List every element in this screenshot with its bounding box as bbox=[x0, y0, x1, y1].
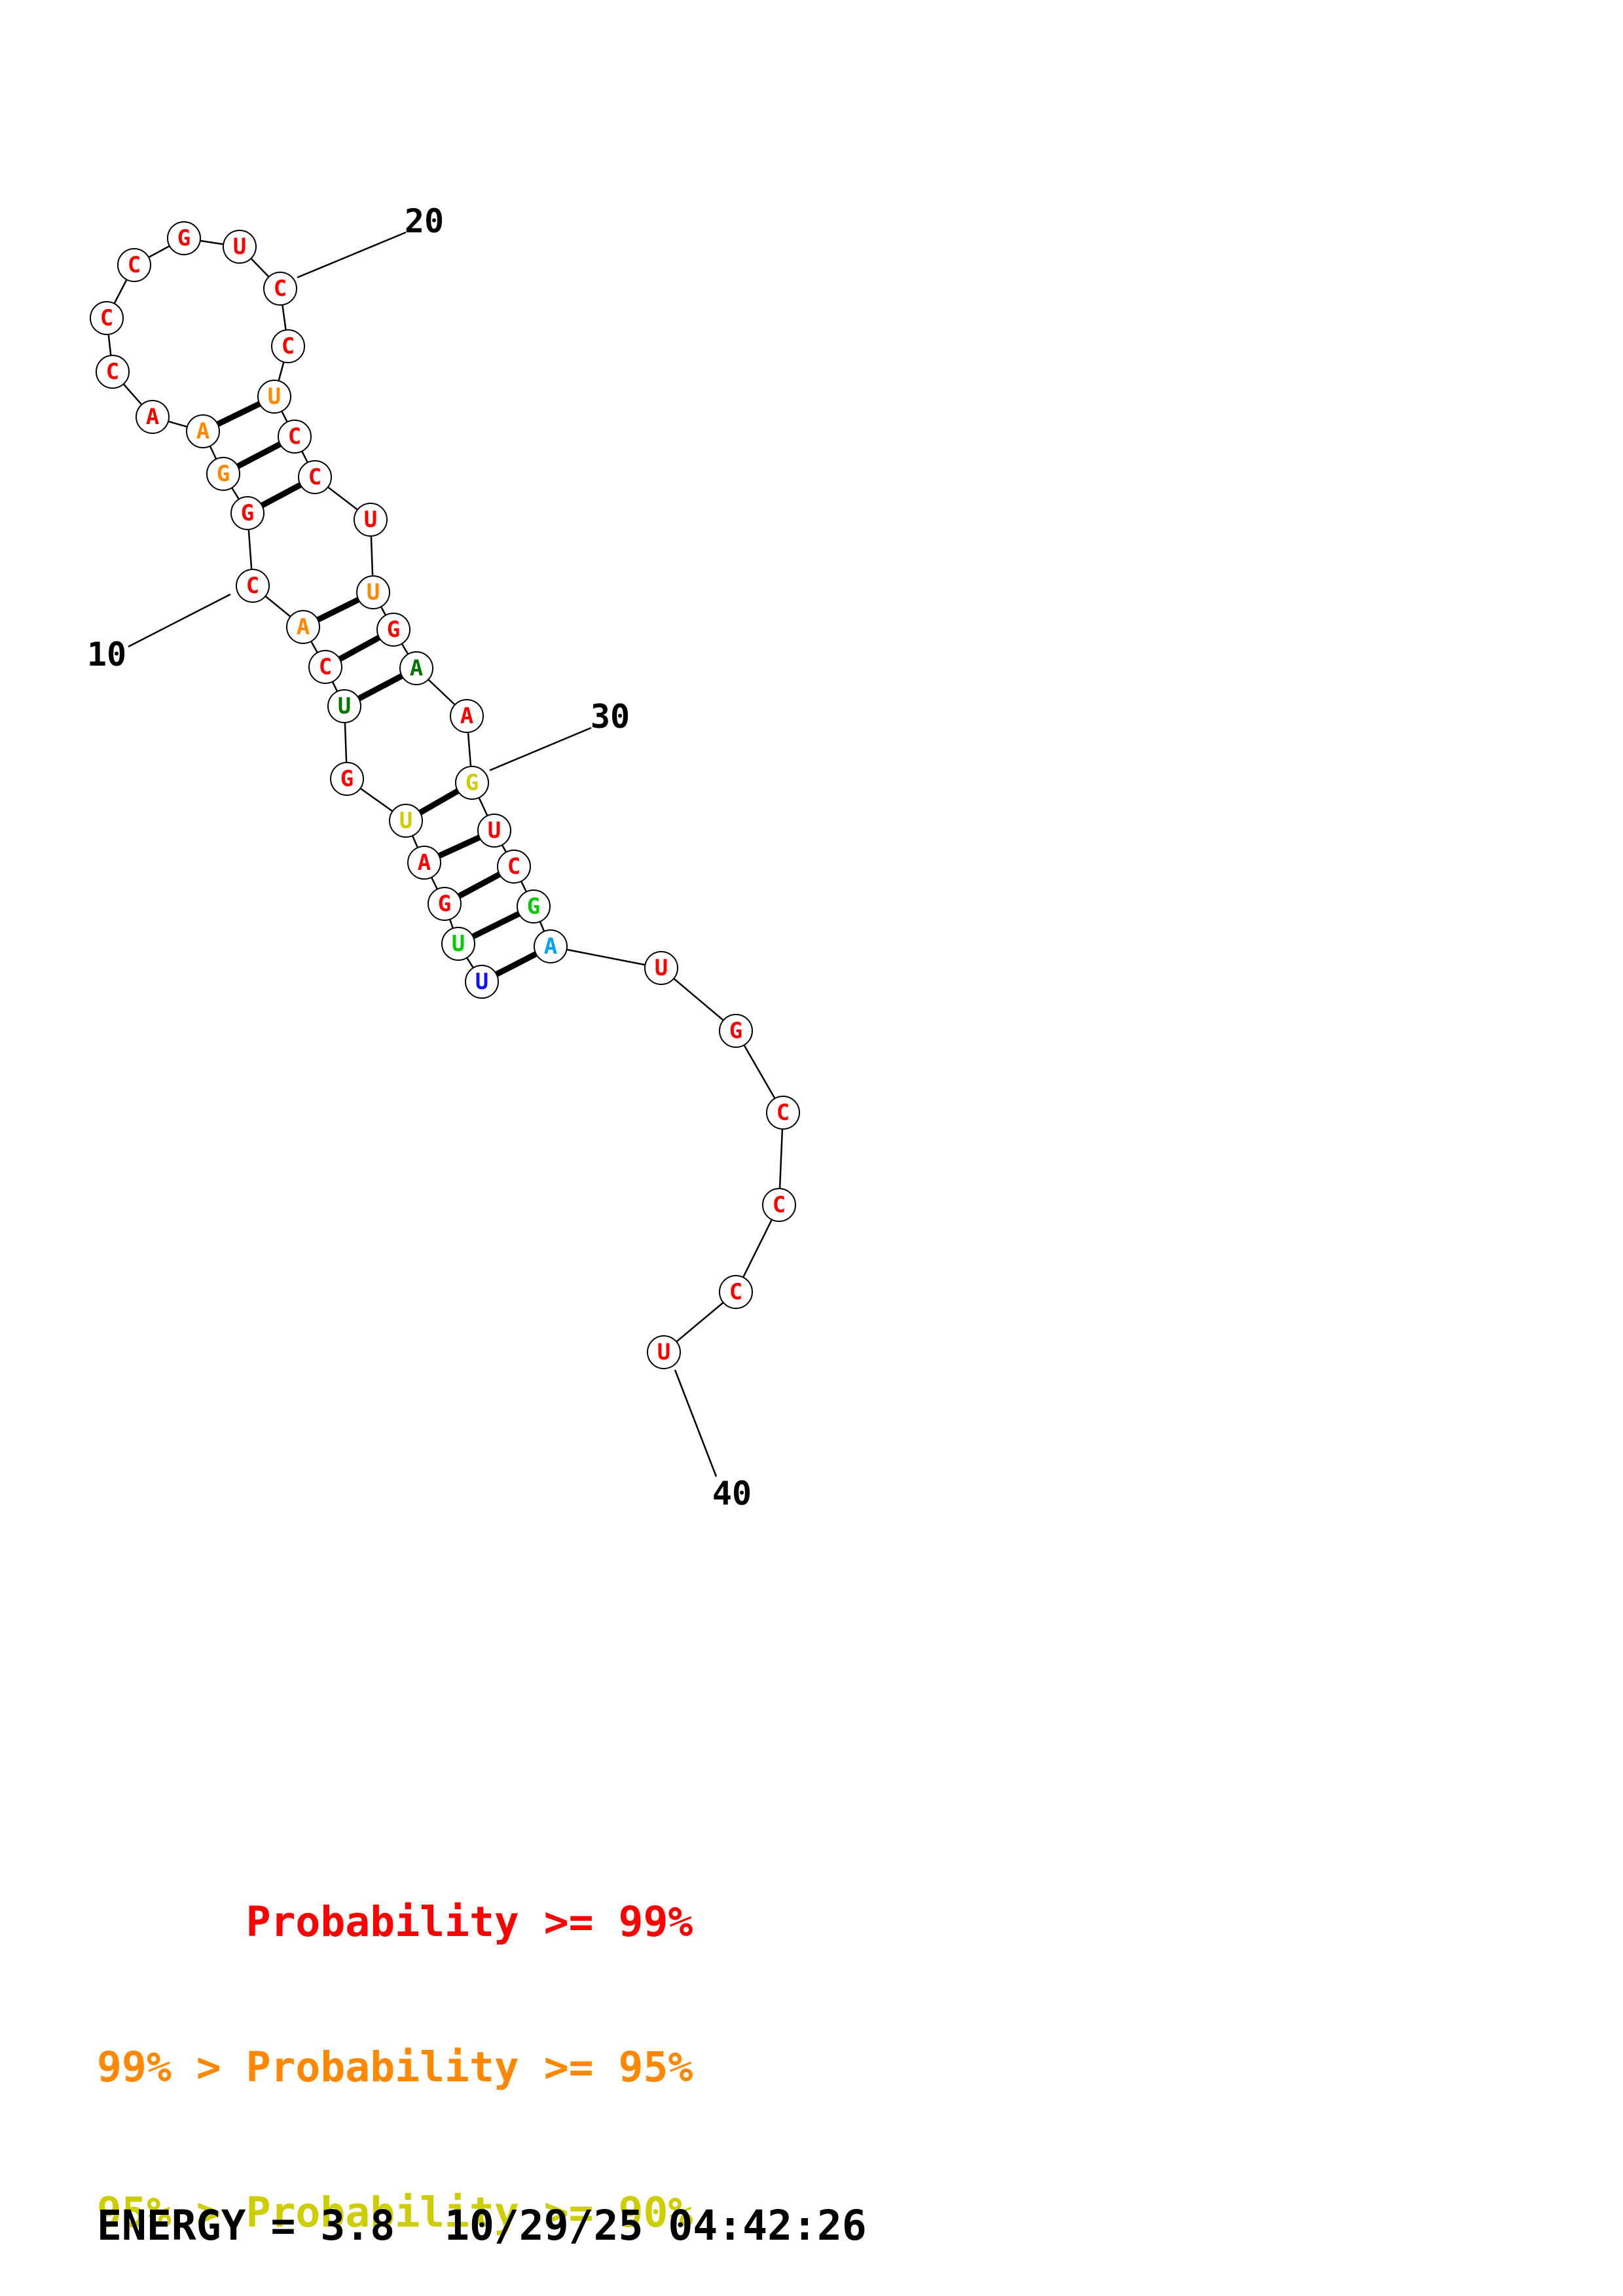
nucleotide-letter: G bbox=[387, 617, 400, 643]
nucleotide-letter: A bbox=[146, 404, 159, 430]
nucleotide-circle bbox=[517, 889, 551, 924]
nucleotide-letter: U bbox=[657, 1339, 670, 1365]
nucleotide-circle bbox=[766, 1096, 800, 1130]
nucleotide-letter: G bbox=[241, 500, 254, 526]
nucleotide-circle bbox=[286, 610, 320, 644]
nucleotide-letter: C bbox=[282, 333, 295, 359]
nucleotide-letter: U bbox=[364, 507, 377, 533]
nucleotide-circle bbox=[455, 766, 489, 800]
nucleotide-circle bbox=[206, 457, 240, 491]
nucleotide-letter: C bbox=[507, 853, 520, 880]
nucleotide-circle bbox=[376, 613, 410, 647]
nucleotide-circle bbox=[136, 400, 170, 434]
nucleotide-letter: G bbox=[438, 891, 451, 917]
nucleotide-circle bbox=[441, 927, 475, 961]
nucleotide-letter: G bbox=[729, 1018, 742, 1044]
nucleotide-circle bbox=[497, 850, 531, 884]
nucleotide-letter: A bbox=[410, 655, 423, 681]
sequence-number-label: 10 bbox=[87, 636, 126, 673]
legend-line: 95% > Probability >= 90% bbox=[97, 2189, 693, 2236]
backbone-segment bbox=[550, 945, 662, 969]
nucleotide-circle bbox=[327, 689, 361, 723]
nucleotide-letter: C bbox=[106, 359, 119, 385]
sequence-number-label: 40 bbox=[712, 1475, 752, 1513]
sequence-number-label: 20 bbox=[405, 202, 444, 240]
nucleotide-letter: U bbox=[399, 808, 412, 834]
nucleotide-circle bbox=[90, 301, 124, 335]
nucleotide-circle bbox=[330, 762, 364, 796]
nucleotide-circle bbox=[647, 1335, 681, 1369]
nucleotide-letter: C bbox=[274, 276, 287, 302]
legend-line: Probability >= 99% bbox=[97, 1898, 693, 1946]
nucleotide-circle bbox=[719, 1275, 753, 1309]
nucleotide-letter: U bbox=[233, 234, 246, 260]
nucleotide-circle bbox=[399, 651, 433, 685]
nucleotide-circle bbox=[477, 814, 511, 848]
nucleotide-circle bbox=[223, 230, 257, 264]
nucleotide-letter: C bbox=[776, 1100, 790, 1126]
nucleotide-letter: C bbox=[308, 464, 321, 490]
nucleotide-letter: G bbox=[340, 766, 354, 792]
nucleotide-circle bbox=[354, 503, 388, 537]
nucleotide-circle bbox=[278, 420, 312, 454]
nucleotide-letter: U bbox=[338, 693, 351, 719]
nucleotide-letter: A bbox=[196, 418, 210, 444]
label-leader-line bbox=[674, 1369, 718, 1477]
nucleotide-letter: U bbox=[367, 579, 380, 605]
nucleotide-circle bbox=[298, 460, 332, 494]
label-leader-line bbox=[489, 726, 592, 772]
nucleotide-letter: C bbox=[773, 1192, 786, 1218]
nucleotide-letter: G bbox=[217, 461, 230, 487]
nucleotide-circle bbox=[465, 965, 499, 999]
nucleotide-letter: A bbox=[460, 703, 473, 729]
legend-line: 99% > Probability >= 95% bbox=[97, 2043, 693, 2091]
nucleotide-letter: U bbox=[475, 969, 488, 995]
nucleotide-circle bbox=[271, 329, 305, 363]
nucleotide-circle bbox=[719, 1014, 753, 1048]
nucleotide-circle bbox=[257, 380, 291, 414]
nucleotide-letter: A bbox=[544, 933, 557, 960]
nucleotide-letter: U bbox=[655, 955, 668, 981]
label-leader-line bbox=[297, 231, 407, 279]
label-leader-line bbox=[128, 593, 231, 648]
nucleotide-letter: C bbox=[246, 573, 259, 599]
nucleotide-circle bbox=[263, 272, 297, 306]
nucleotide-letter: C bbox=[319, 654, 332, 680]
nucleotide-circle bbox=[762, 1188, 796, 1222]
nucleotide-circle bbox=[230, 496, 264, 530]
nucleotide-letter: A bbox=[297, 614, 310, 640]
nucleotide-letter: G bbox=[465, 770, 479, 796]
nucleotide-circle bbox=[450, 699, 484, 733]
nucleotide-letter: U bbox=[488, 817, 501, 844]
nucleotide-circle bbox=[186, 414, 220, 448]
nucleotide-letter: C bbox=[729, 1279, 742, 1305]
nucleotide-circle bbox=[117, 248, 151, 282]
nucleotide-letter: C bbox=[100, 305, 113, 331]
nucleotide-circle bbox=[644, 951, 678, 985]
nucleotide-circle bbox=[407, 846, 441, 880]
nucleotide-circle bbox=[428, 887, 462, 921]
nucleotide-circle bbox=[389, 804, 423, 838]
nucleotide-letter: U bbox=[268, 384, 281, 410]
nucleotide-letter: C bbox=[288, 423, 301, 450]
nucleotide-letter: C bbox=[128, 252, 141, 278]
nucleotide-letter: G bbox=[177, 225, 191, 251]
nucleotide-circle bbox=[308, 650, 342, 684]
nucleotide-circle bbox=[356, 575, 390, 609]
nucleotide-letter: A bbox=[418, 850, 431, 876]
nucleotide-letter: G bbox=[527, 893, 540, 920]
nucleotide-letter: U bbox=[452, 931, 465, 957]
probability-legend: Probability >= 99% 99% > Probability >= … bbox=[97, 1801, 693, 2296]
nucleotide-circle bbox=[167, 221, 201, 255]
nucleotide-circle bbox=[534, 929, 568, 963]
energy-text: ENERGY = 3.8 10/29/25 04:42:26 bbox=[97, 2202, 867, 2250]
sequence-number-label: 30 bbox=[591, 698, 630, 736]
nucleotide-circle bbox=[236, 569, 270, 603]
nucleotide-circle bbox=[96, 355, 130, 389]
